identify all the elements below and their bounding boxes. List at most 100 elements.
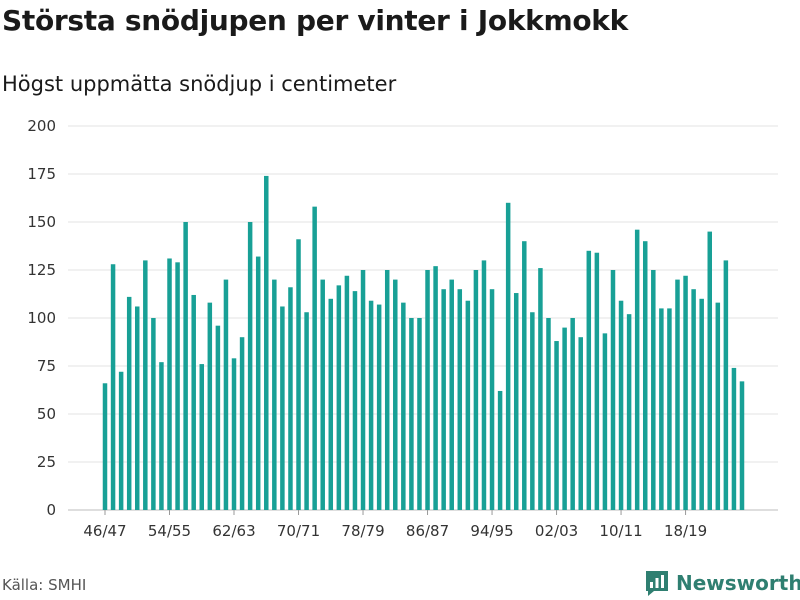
bar-10/11 <box>618 300 624 510</box>
bar-03/04 <box>562 327 567 510</box>
bar-96/97 <box>505 202 511 511</box>
bar-95/96 <box>497 390 503 510</box>
bar-72/73 <box>312 206 317 510</box>
bar-17/18 <box>675 279 680 510</box>
x-tick-label: 54/55 <box>148 522 191 540</box>
bar-58/59 <box>199 364 205 510</box>
brand-name: Newsworthy <box>676 571 800 595</box>
bar-82/83 <box>393 279 398 510</box>
y-tick-label: 0 <box>46 501 56 519</box>
y-tick-label: 100 <box>27 309 56 327</box>
bar-09/10 <box>610 270 616 510</box>
bar-20/21 <box>699 298 704 510</box>
bar-54/55 <box>167 258 172 510</box>
bar-89/90 <box>449 279 454 510</box>
y-tick-label: 175 <box>27 165 56 183</box>
bar-91/92 <box>465 300 471 510</box>
y-tick-label: 150 <box>27 213 56 231</box>
bar-79/80 <box>368 300 374 510</box>
brand: Newsworthy <box>644 569 800 597</box>
x-tick-label: 78/79 <box>341 522 384 540</box>
bar-50/51 <box>135 306 140 510</box>
bar-22/23 <box>715 302 721 510</box>
x-tick-label: 18/19 <box>664 522 707 540</box>
bar-62/63 <box>231 358 237 510</box>
bar-90/91 <box>457 289 463 510</box>
bar-47/48 <box>110 264 116 510</box>
bar-04/05 <box>570 318 575 510</box>
bar-70/71 <box>296 239 301 510</box>
bar-60/61 <box>215 325 221 510</box>
bar-51/52 <box>143 260 148 510</box>
x-tick-label: 86/87 <box>406 522 449 540</box>
newsworthy-logo-icon <box>646 571 668 596</box>
bar-56/57 <box>183 222 188 510</box>
x-axis-ticks: 46/47 54/55 62/63 70/71 78/79 86/87 94/95 02/03… <box>83 510 707 540</box>
source-note: Källa: SMHI <box>2 576 87 594</box>
x-tick-label: 62/63 <box>212 522 255 540</box>
bar-19/20 <box>691 289 696 510</box>
bar-80/81 <box>376 304 382 510</box>
bar-12/13 <box>634 229 640 510</box>
x-tick-label: 94/95 <box>470 522 513 540</box>
bar-48/49 <box>118 371 124 510</box>
bar-81/82 <box>384 270 390 510</box>
bar-18/19 <box>683 275 688 510</box>
bar-15/16 <box>659 308 664 510</box>
bar-85/86 <box>417 318 422 510</box>
bar-59/60 <box>207 302 213 510</box>
y-tick-label: 125 <box>27 261 56 279</box>
bar-67/68 <box>272 279 277 510</box>
x-tick-label: 02/03 <box>535 522 578 540</box>
bar-93/94 <box>481 260 487 510</box>
bar-87/88 <box>433 266 438 510</box>
bar-24/25 <box>731 367 737 510</box>
bar-98/99 <box>522 241 527 510</box>
bar-94/95 <box>489 289 495 510</box>
y-tick-label: 50 <box>37 405 56 423</box>
y-tick-label: 200 <box>27 117 56 135</box>
bar-73/74 <box>320 279 325 510</box>
bar-06/07 <box>586 250 592 511</box>
y-tick-label: 25 <box>37 453 56 471</box>
bar-84/85 <box>409 318 414 510</box>
bar-99/00 <box>530 312 535 510</box>
bar-86/87 <box>425 270 430 510</box>
y-tick-label: 75 <box>37 357 56 375</box>
bar-05/06 <box>578 337 583 510</box>
bar-77/78 <box>352 291 358 510</box>
bar-71/72 <box>304 312 309 510</box>
bar-97/98 <box>513 293 519 510</box>
bar-21/22 <box>707 231 712 510</box>
bar-88/89 <box>441 289 446 510</box>
chart-subtitle: Högst uppmätta snödjup i centimeter <box>2 72 397 96</box>
bar-49/50 <box>126 296 132 510</box>
bar-55/56 <box>175 262 180 510</box>
x-tick-label: 10/11 <box>599 522 642 540</box>
chart-title: Största snödjupen per vinter i Jokkmokk <box>2 4 628 37</box>
bar-92/93 <box>473 270 479 510</box>
y-axis-ticks: 0 25 50 75 100 125 150 175 200 <box>27 117 56 519</box>
bar-25/26 <box>739 381 745 510</box>
bar-16/17 <box>667 308 672 510</box>
x-tick-label: 46/47 <box>83 522 126 540</box>
bar-61/62 <box>223 279 229 510</box>
bar-01/02 <box>546 318 551 510</box>
bar-46/47 <box>102 383 108 510</box>
bar-64/65 <box>247 222 253 510</box>
bar-78/79 <box>360 270 366 510</box>
bar-68/69 <box>280 306 285 510</box>
bar-07/08 <box>594 252 600 510</box>
bar-74/75 <box>328 298 334 510</box>
bar-53/54 <box>159 362 164 510</box>
bar-52/53 <box>151 318 156 510</box>
bars <box>102 175 745 511</box>
bar-13/14 <box>642 241 648 510</box>
bar-65/66 <box>255 256 261 510</box>
x-tick-label: 70/71 <box>277 522 320 540</box>
bar-75/76 <box>336 285 342 510</box>
bar-11/12 <box>626 314 632 510</box>
bar-76/77 <box>344 275 350 510</box>
bar-08/09 <box>602 333 608 510</box>
